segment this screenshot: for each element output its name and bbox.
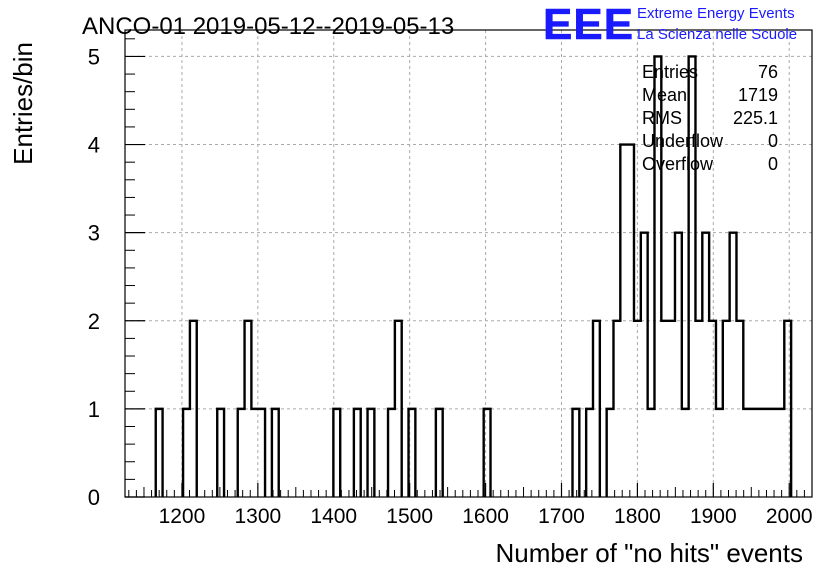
stats-label: Overflow <box>642 154 714 174</box>
y-tick-label: 1 <box>88 397 100 422</box>
stats-value: 0 <box>768 154 778 174</box>
chart-title: ANCO-01 2019-05-12--2019-05-13 <box>82 13 454 40</box>
stats-value: 0 <box>768 131 778 151</box>
eee-logo-line2: La Scienza nelle Scuole <box>637 26 797 43</box>
plot-frame <box>124 29 813 498</box>
x-tick-label: 1800 <box>614 505 661 528</box>
histogram-outline <box>154 55 793 497</box>
x-tick-label: 1400 <box>310 505 357 528</box>
y-tick-label: 4 <box>88 133 100 158</box>
stats-label: Entries <box>642 62 698 82</box>
stats-value: 225.1 <box>733 108 778 128</box>
x-axis-label: Number of "no hits" events <box>496 538 804 568</box>
x-tick-label: 1600 <box>462 505 509 528</box>
x-tick-label: 1700 <box>538 505 585 528</box>
x-tick-label: 1200 <box>159 505 206 528</box>
axis-tick-labels: 1200 1300 1400 1500 1600 1700 1800 1900 2000 0 1 2 3… <box>88 44 813 528</box>
x-tick-label: 1300 <box>234 505 281 528</box>
x-tick-label: 1900 <box>690 505 737 528</box>
stats-value: 1719 <box>738 85 778 105</box>
axis-ticks <box>125 38 813 498</box>
x-tick-label: 2000 <box>766 505 813 528</box>
stats-box: Entries 76 Mean 1719 RMS 225.1 Underflow 0 Overf… <box>642 62 778 174</box>
y-axis-label: Entries/bin <box>8 42 38 165</box>
y-tick-label: 2 <box>88 309 100 334</box>
eee-logo: EEE Extreme Energy Events La Scienza nel… <box>543 0 797 49</box>
eee-logo-mark: EEE <box>543 0 634 49</box>
stats-label: Mean <box>642 85 687 105</box>
y-tick-label: 5 <box>88 44 100 69</box>
stats-label: Underflow <box>642 131 724 151</box>
stats-label: RMS <box>642 108 682 128</box>
y-tick-label: 0 <box>88 485 100 510</box>
x-tick-label: 1500 <box>386 505 433 528</box>
eee-logo-line1: Extreme Energy Events <box>637 5 795 22</box>
stats-value: 76 <box>758 62 778 82</box>
y-tick-label: 3 <box>88 221 100 246</box>
